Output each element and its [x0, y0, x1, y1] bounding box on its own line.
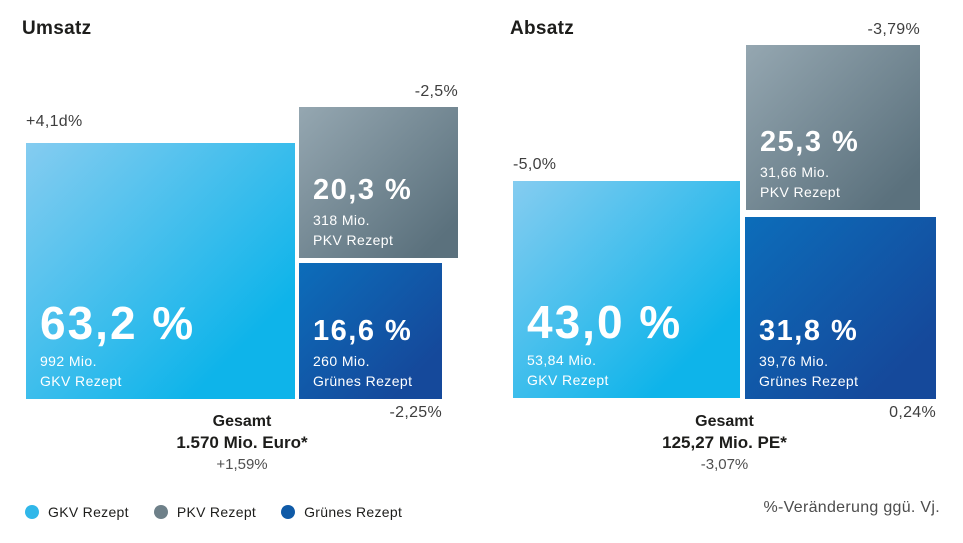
absatz-gkv-segment-content: 43,0 % 53,84 Mio. GKV Rezept	[527, 299, 682, 388]
absatz-pkv-segment-box: 25,3 % 31,66 Mio. PKV Rezept	[746, 45, 920, 210]
umsatz-pkv-change-label: -2,5%	[414, 83, 458, 100]
umsatz-total-value: 1.570 Mio. Euro*	[176, 433, 308, 452]
absatz-gkv-amount: 53,84 Mio.	[527, 352, 597, 368]
umsatz-pkv-share: 20,3 %	[313, 174, 413, 206]
absatz-gruenes-segment-content: 31,8 % 39,76 Mio. Grünes Rezept	[759, 315, 859, 390]
absatz-total-label: Gesamt	[695, 413, 754, 430]
legend-label-pkv: PKV Rezept	[176, 504, 257, 520]
umsatz-panel-title: Umsatz	[22, 18, 92, 39]
umsatz-total-label: Gesamt	[212, 413, 272, 430]
umsatz-gruenes-segment-box: 16,6 % 260 Mio. Grünes Rezept	[299, 263, 442, 399]
umsatz-gruenes-amount: 260 Mio.	[313, 353, 370, 369]
umsatz-gkv-share: 63,2 %	[40, 297, 196, 349]
legend-label-gkv: GKV Rezept	[48, 504, 129, 520]
umsatz-gruenes-label: Grünes Rezept	[313, 373, 413, 389]
absatz-gkv-share: 43,0 %	[527, 296, 683, 348]
absatz-gkv-segment-box: 43,0 % 53,84 Mio. GKV Rezept	[513, 181, 740, 398]
umsatz-gkv-label: GKV Rezept	[40, 373, 122, 389]
legend-item-gkv: GKV Rezept	[25, 504, 129, 520]
absatz-total-value: 125,27 Mio. PE*	[662, 433, 787, 452]
umsatz-pkv-segment-box: 20,3 % 318 Mio. PKV Rezept	[299, 107, 458, 258]
absatz-gkv-label: GKV Rezept	[527, 372, 609, 388]
absatz-pkv-segment-content: 25,3 % 31,66 Mio. PKV Rezept	[760, 126, 860, 201]
umsatz-gruenes-share: 16,6 %	[313, 315, 413, 347]
legend-item-gruenes: Grünes Rezept	[281, 504, 402, 520]
umsatz-gkv-segment-box: 63,2 % 992 Mio. GKV Rezept	[26, 143, 295, 399]
umsatz-pkv-label: PKV Rezept	[313, 232, 394, 248]
umsatz-gruenes-segment-content: 16,6 % 260 Mio. Grünes Rezept	[313, 315, 413, 390]
absatz-gruenes-label: Grünes Rezept	[759, 373, 859, 389]
umsatz-total-block: Gesamt 1.570 Mio. Euro* +1,59%	[26, 411, 458, 475]
absatz-panel-title: Absatz	[510, 18, 575, 39]
umsatz-gkv-segment-content: 63,2 % 992 Mio. GKV Rezept	[40, 300, 195, 389]
umsatz-gkv-change-label: +4,1d%	[26, 113, 83, 130]
gruenes-dot-icon	[281, 505, 296, 519]
legend: GKV Rezept PKV Rezept Grünes Rezept	[25, 504, 402, 520]
umsatz-pkv-amount: 318 Mio.	[313, 212, 370, 228]
umsatz-pkv-segment-content: 20,3 % 318 Mio. PKV Rezept	[313, 174, 413, 249]
absatz-gruenes-change-label: 0,24%	[889, 404, 936, 421]
pkv-dot-icon	[153, 505, 168, 519]
legend-item-pkv: PKV Rezept	[153, 504, 257, 520]
absatz-total-change: -3,07%	[700, 456, 749, 473]
absatz-gruenes-segment-box: 31,8 % 39,76 Mio. Grünes Rezept	[745, 217, 936, 399]
absatz-total-block: Gesamt 125,27 Mio. PE* -3,07%	[513, 411, 936, 475]
legend-label-gruenes: Grünes Rezept	[304, 504, 403, 520]
umsatz-gkv-amount: 992 Mio.	[40, 353, 97, 369]
absatz-pkv-share: 25,3 %	[760, 126, 860, 158]
absatz-pkv-label: PKV Rezept	[760, 184, 841, 200]
absatz-gruenes-share: 31,8 %	[759, 315, 859, 347]
absatz-pkv-amount: 31,66 Mio.	[760, 164, 830, 180]
absatz-gkv-change-label: -5,0%	[513, 156, 557, 173]
umsatz-gruenes-change-label: -2,25%	[389, 404, 442, 421]
gkv-dot-icon	[25, 505, 39, 519]
footnote: %-Veränderung ggü. Vj.	[763, 499, 940, 516]
umsatz-total-change: +1,59%	[216, 456, 268, 473]
absatz-pkv-change-label: -3,79%	[867, 21, 920, 38]
absatz-gruenes-amount: 39,76 Mio.	[759, 353, 829, 369]
